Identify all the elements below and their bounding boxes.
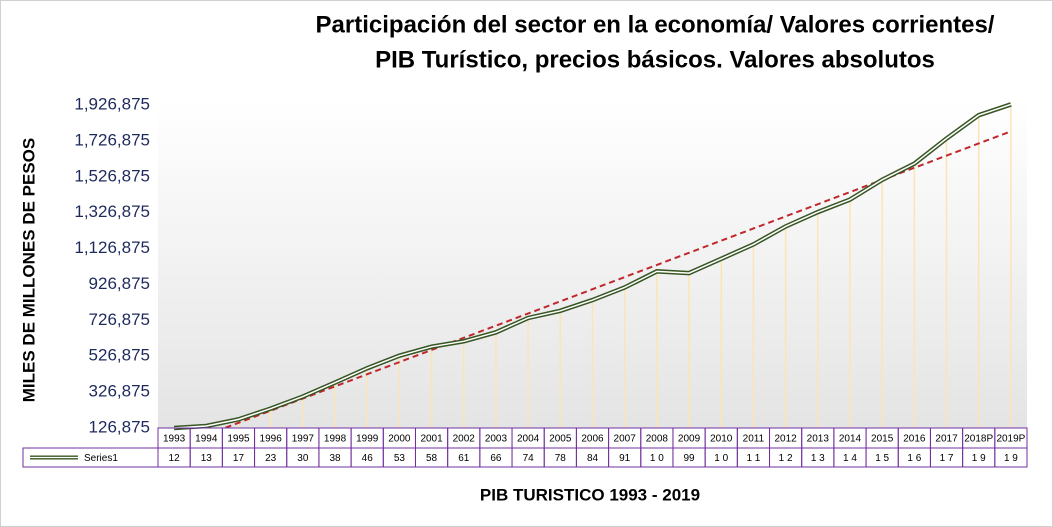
x-tick-label: 1996 (260, 434, 283, 445)
x-tick-label: 1997 (292, 434, 315, 445)
table-value: 17 (233, 453, 245, 464)
table-value: 66 (490, 453, 502, 464)
x-tick-label: 2011 (743, 434, 765, 445)
table-value: 74 (523, 453, 535, 464)
x-tick-label: 2002 (453, 434, 476, 445)
x-tick-label: 1993 (163, 434, 186, 445)
x-tick-label: 2008 (646, 434, 669, 445)
x-tick-label: 2007 (614, 434, 637, 445)
table-value: 1 1 (746, 453, 760, 464)
table-value: 99 (683, 453, 695, 464)
table-value: 58 (426, 453, 438, 464)
table-value: 53 (394, 453, 406, 464)
x-tick-label: 2018P (964, 434, 993, 445)
table-value: 1 7 (940, 453, 954, 464)
y-tick-label: 326,875 (89, 382, 150, 401)
x-tick-label: 2004 (517, 434, 540, 445)
table-value: 84 (587, 453, 599, 464)
x-tick-label: 2001 (420, 434, 443, 445)
x-tick-label: 1998 (324, 434, 347, 445)
table-cell (994, 447, 1028, 468)
x-tick-label: 2009 (678, 434, 701, 445)
y-tick-label: 526,875 (89, 346, 150, 365)
x-tick-label: 2010 (710, 434, 733, 445)
x-tick-label: 2019P (996, 434, 1025, 445)
legend-label: Series1 (84, 453, 118, 464)
table-value: 91 (619, 453, 631, 464)
table-value: 1 6 (907, 453, 921, 464)
table-value: 30 (297, 453, 309, 464)
x-tick-label: 2003 (485, 434, 508, 445)
table-value: 1 2 (779, 453, 793, 464)
table-value: 38 (329, 453, 341, 464)
y-tick-label: 926,875 (89, 274, 150, 293)
x-tick-label: 2016 (903, 434, 926, 445)
x-tick-label: 2005 (549, 434, 572, 445)
x-tick-label: 2000 (388, 434, 411, 445)
y-tick-label: 126,875 (89, 417, 150, 436)
x-tick-label: 1995 (227, 434, 250, 445)
table-value: 1 0 (650, 453, 664, 464)
table-value: 61 (458, 453, 470, 464)
table-value: 1 9 (972, 453, 986, 464)
table-value: 1 0 (714, 453, 728, 464)
series-line-inner (174, 103, 1012, 429)
x-axis-title: PIB TURISTICO 1993 - 2019 (480, 485, 700, 504)
table-value: 12 (169, 453, 181, 464)
y-tick-label: 1,526,875 (74, 166, 150, 185)
table-value: 78 (555, 453, 567, 464)
y-tick-label: 1,326,875 (74, 202, 150, 221)
y-axis-title: MILES DE MILLONES DE PESOS (19, 138, 38, 402)
x-tick-label: 2015 (871, 434, 894, 445)
x-tick-label: 2014 (839, 434, 862, 445)
x-tick-label: 2012 (774, 434, 797, 445)
x-tick-label: 2017 (935, 434, 958, 445)
table-value: 13 (201, 453, 213, 464)
table-value: 1 9 (1004, 453, 1018, 464)
y-tick-label: 726,875 (89, 310, 150, 329)
y-tick-label: 1,926,875 (74, 94, 150, 113)
table-value: 1 3 (811, 453, 825, 464)
y-tick-label: 1,126,875 (74, 238, 150, 257)
chart-title: PIB Turístico, precios básicos. Valores … (375, 46, 935, 73)
x-tick-label: 2006 (581, 434, 604, 445)
x-tick-label: 1994 (195, 434, 218, 445)
table-value: 23 (265, 453, 277, 464)
table-value: 46 (362, 453, 374, 464)
x-tick-label: 2013 (807, 434, 830, 445)
chart-title: Participación del sector en la economía/… (316, 11, 995, 38)
y-tick-label: 1,726,875 (74, 130, 150, 149)
table-value: 1 5 (875, 453, 889, 464)
table-value: 1 4 (843, 453, 857, 464)
x-tick-label: 1999 (356, 434, 379, 445)
